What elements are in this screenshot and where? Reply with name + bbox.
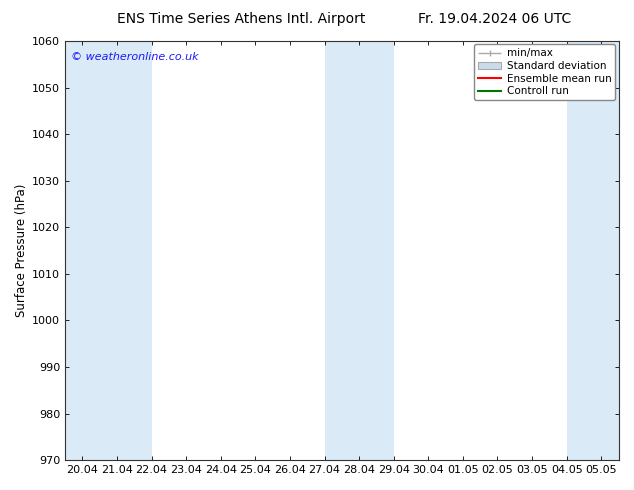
Text: © weatheronline.co.uk: © weatheronline.co.uk	[70, 51, 198, 62]
Bar	[65, 41, 152, 460]
Text: Fr. 19.04.2024 06 UTC: Fr. 19.04.2024 06 UTC	[418, 12, 571, 26]
Y-axis label: Surface Pressure (hPa): Surface Pressure (hPa)	[15, 184, 28, 318]
Bar	[325, 41, 394, 460]
Legend: min/max, Standard deviation, Ensemble mean run, Controll run: min/max, Standard deviation, Ensemble me…	[474, 44, 616, 100]
Text: ENS Time Series Athens Intl. Airport: ENS Time Series Athens Intl. Airport	[117, 12, 365, 26]
Bar	[567, 41, 619, 460]
